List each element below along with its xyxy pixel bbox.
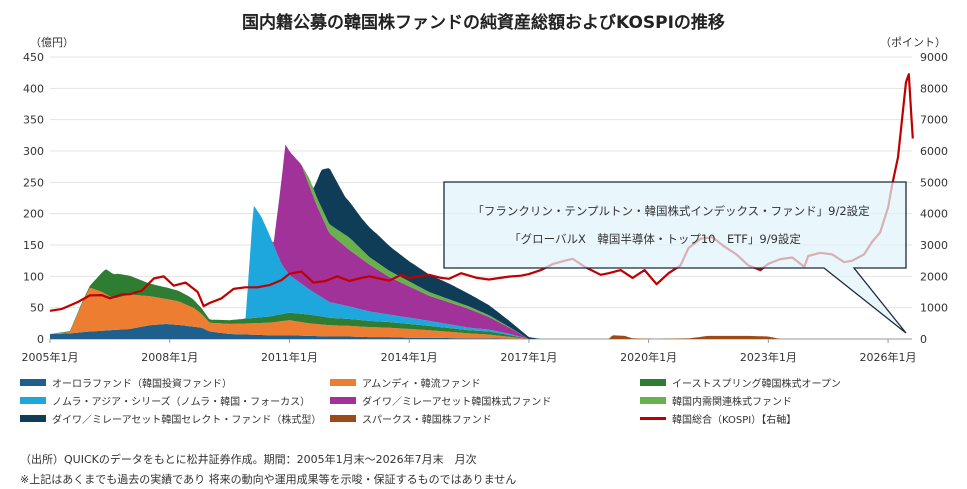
legend-label: 韓国内需関連株式ファンド	[672, 397, 792, 408]
area-1ea7dc	[50, 205, 912, 339]
legend-item: 韓国内需関連株式ファンド	[640, 393, 792, 408]
annotation-line-2: 「グローバルX 韓国半導体・トップ10 ETF」9/9設定	[509, 232, 801, 246]
legend-swatch	[640, 417, 666, 420]
y-left-tick-label: 150	[23, 239, 44, 252]
legend-swatch	[640, 379, 666, 386]
x-tick-label: 2005年1月	[22, 350, 79, 364]
legend-label: 韓国総合（KOSPI）【右軸】	[672, 415, 797, 426]
y-left-tick-label: 100	[23, 270, 44, 283]
y-left-tick-label: 400	[23, 82, 44, 95]
legend-label: オーロラファンド（韓国投資ファンド）	[52, 379, 232, 390]
chart-title: 国内籍公募の韓国株ファンドの純資産総額およびKOSPIの推移	[242, 13, 725, 33]
legend-swatch	[20, 379, 46, 386]
y-right-tick-label: 8000	[920, 82, 948, 95]
legend-label: イーストスプリング韓国株式オープン	[672, 379, 841, 390]
legend-swatch	[330, 379, 356, 386]
area-ed7d31	[50, 287, 912, 339]
y-right-tick-label: 3000	[920, 239, 948, 252]
legend-label: スパークス・韓国株ファンド	[362, 415, 492, 426]
y-right-tick-label: 5000	[920, 176, 948, 189]
y-left-axis-label: （億円）	[30, 36, 74, 49]
y-right-tick-label: 6000	[920, 145, 948, 158]
y-left-tick-label: 300	[23, 145, 44, 158]
legend-label: ノムラ・アジア・シリーズ（ノムラ・韓国・フォーカス）	[52, 397, 311, 408]
legend-swatch	[640, 397, 666, 404]
x-tick-label: 2017年1月	[500, 350, 557, 364]
legend-item: アムンディ・韓流ファンド	[330, 375, 481, 390]
x-tick-label: 2014年1月	[381, 350, 438, 364]
x-tick-label: 2020年1月	[620, 350, 677, 364]
y-right-tick-label: 1000	[920, 302, 948, 315]
y-left-tick-label: 200	[23, 208, 44, 221]
legend-item: ダイワ／ミレーアセット韓国セレクト・ファンド（株式型）	[20, 411, 321, 426]
x-tick-label: 2008年1月	[141, 350, 198, 364]
legend-swatch	[20, 397, 46, 404]
annotation-line-1: 「フランクリン・テンプルトン・韓国株式インデックス・ファンド」9/2設定	[472, 204, 870, 218]
y-right-tick-label: 7000	[920, 114, 948, 127]
y-left-tick-label: 450	[23, 51, 44, 64]
y-left-tick-label: 250	[23, 176, 44, 189]
y-left-tick-label: 0	[37, 333, 44, 346]
legend-swatch	[330, 415, 356, 422]
legend-swatch	[20, 415, 46, 422]
chart-canvas: 0 50 100 150 200 250 300 350 400 450 0 1000 2000 3000…	[22, 51, 949, 364]
x-tick-label: 2011年1月	[261, 350, 318, 364]
annotation-callout	[443, 181, 907, 334]
source-note: （出所）QUICKのデータをもとに松井証券作成。期間：2005年1月末～2026…	[20, 453, 477, 466]
legend-label: ダイワ／ミレーアセット韓国セレクト・ファンド（株式型）	[52, 415, 322, 426]
area-1f5f8b	[50, 324, 912, 339]
y-right-tick-label: 4000	[920, 208, 948, 221]
y-left-tick-label: 50	[30, 302, 44, 315]
area-2e7d32	[50, 269, 912, 339]
disclaimer-note: ※上記はあくまでも過去の実績であり 将来の動向や運用成果等を示唆・保証するもので…	[20, 473, 517, 486]
y-right-axis-label: （ポイント）	[880, 36, 946, 49]
legend-item: スパークス・韓国株ファンド	[330, 411, 492, 426]
legend-item: ノムラ・アジア・シリーズ（ノムラ・韓国・フォーカス）	[20, 393, 310, 408]
y-right-tick-label: 9000	[920, 51, 948, 64]
y-right-tick-label: 0	[920, 333, 927, 346]
y-left-tick-label: 350	[23, 114, 44, 127]
legend-item: 韓国総合（KOSPI）【右軸】	[640, 411, 796, 426]
x-tick-label: 2023年1月	[740, 350, 797, 364]
legend-swatch	[330, 397, 356, 404]
legend-item: ダイワ／ミレーアセット韓国株式ファンド	[330, 393, 551, 408]
legend-item: イーストスプリング韓国株式オープン	[640, 375, 841, 390]
x-tick-label: 2026年1月	[860, 350, 917, 364]
legend-label: ダイワ／ミレーアセット韓国株式ファンド	[362, 397, 552, 408]
legend-label: アムンディ・韓流ファンド	[362, 379, 481, 390]
y-right-tick-label: 2000	[920, 270, 948, 283]
legend-item: オーロラファンド（韓国投資ファンド）	[20, 375, 232, 390]
